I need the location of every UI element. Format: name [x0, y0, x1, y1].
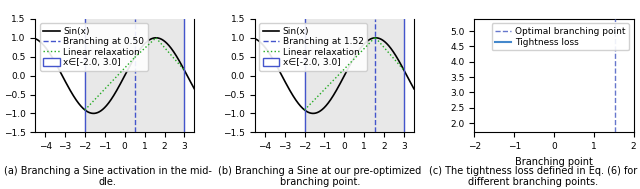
Legend: Sin(x), Branching at 0.50, Linear relaxation, x∈[-2.0, 3.0]: Sin(x), Branching at 0.50, Linear relaxa…: [40, 23, 148, 71]
Bar: [85, 19, 184, 132]
Text: (c) The tightness loss defined in Eq. (6) for
different branching points.: (c) The tightness loss defined in Eq. (6…: [429, 166, 637, 187]
X-axis label: Branching point: Branching point: [515, 156, 593, 167]
Bar: [305, 19, 404, 132]
Text: (a) Branching a Sine activation in the mid-
dle.: (a) Branching a Sine activation in the m…: [4, 166, 211, 187]
Text: (b) Branching a Sine at our pre-optimized
branching point.: (b) Branching a Sine at our pre-optimize…: [218, 166, 422, 187]
Legend: Optimal branching point, Tightness loss: Optimal branching point, Tightness loss: [492, 23, 629, 50]
Legend: Sin(x), Branching at 1.52, Linear relaxation, x∈[-2.0, 3.0]: Sin(x), Branching at 1.52, Linear relaxa…: [259, 23, 367, 71]
